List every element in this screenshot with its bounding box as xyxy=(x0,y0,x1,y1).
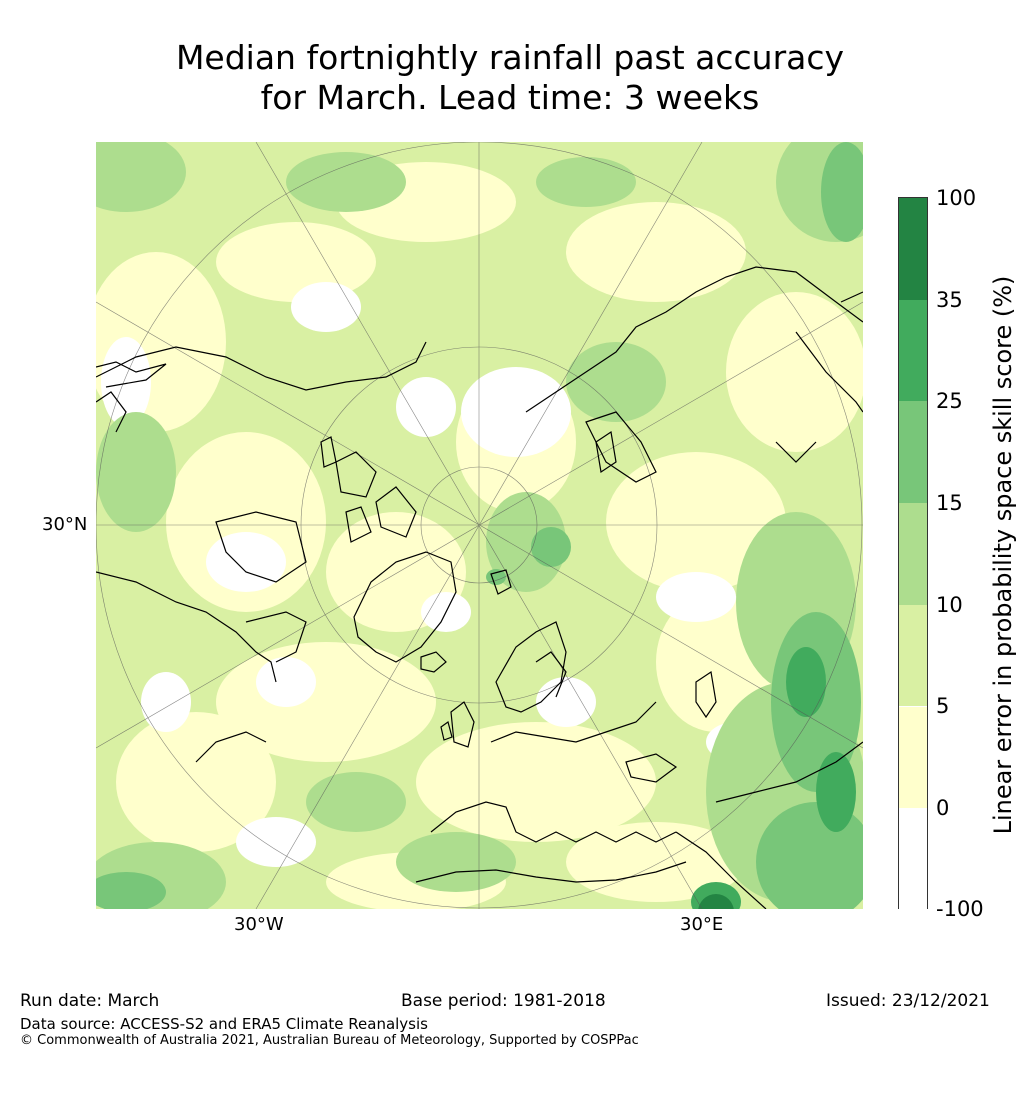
colorbar-bin-15-25 xyxy=(899,401,927,504)
colorbar-tick-0: 0 xyxy=(936,796,950,820)
colorbar xyxy=(898,197,928,910)
data-source: Data source: ACCESS-S2 and ERA5 Climate … xyxy=(20,1015,428,1033)
colorbar-bin-0-5 xyxy=(899,706,927,809)
skill-field-negative xyxy=(101,282,766,867)
colorbar-tick-5: 5 xyxy=(936,694,950,718)
colorbar-bin-35-100 xyxy=(899,198,927,300)
colorbar-tick-neg100: -100 xyxy=(936,897,984,921)
colorbar-tick-25: 25 xyxy=(936,389,963,413)
run-date: Run date: March xyxy=(20,991,160,1011)
copyright: © Commonwealth of Australia 2021, Austra… xyxy=(20,1033,639,1048)
coastlines xyxy=(96,266,863,909)
colorbar-bin-neg100-0 xyxy=(899,808,927,910)
colorbar-bin-25-35 xyxy=(899,299,927,402)
chart-title: Median fortnightly rainfall past accurac… xyxy=(0,38,1020,118)
colorbar-bin-10-15 xyxy=(899,503,927,605)
title-line-1: Median fortnightly rainfall past accurac… xyxy=(175,38,845,77)
colorbar-tick-10: 10 xyxy=(936,593,963,617)
colorbar-bin-5-10 xyxy=(899,604,927,707)
map-svg xyxy=(96,142,863,909)
skill-field-low xyxy=(96,162,863,909)
lat-label-30n: 30°N xyxy=(42,514,88,535)
lon-label-30w: 30°W xyxy=(234,914,284,935)
lon-label-30e: 30°E xyxy=(680,914,724,935)
colorbar-tick-100: 100 xyxy=(936,186,977,210)
colorbar-tick-35: 35 xyxy=(936,288,963,312)
graticule xyxy=(96,142,863,909)
base-period: Base period: 1981-2018 xyxy=(401,991,606,1011)
colorbar-title: Linear error in probability space skill … xyxy=(989,275,1017,835)
issued-date: Issued: 23/12/2021 xyxy=(826,991,990,1011)
title-line-2: for March. Lead time: 3 weeks xyxy=(260,78,760,117)
colorbar-tick-15: 15 xyxy=(936,491,963,515)
polar-map xyxy=(96,142,863,909)
skill-field-max xyxy=(698,894,734,909)
